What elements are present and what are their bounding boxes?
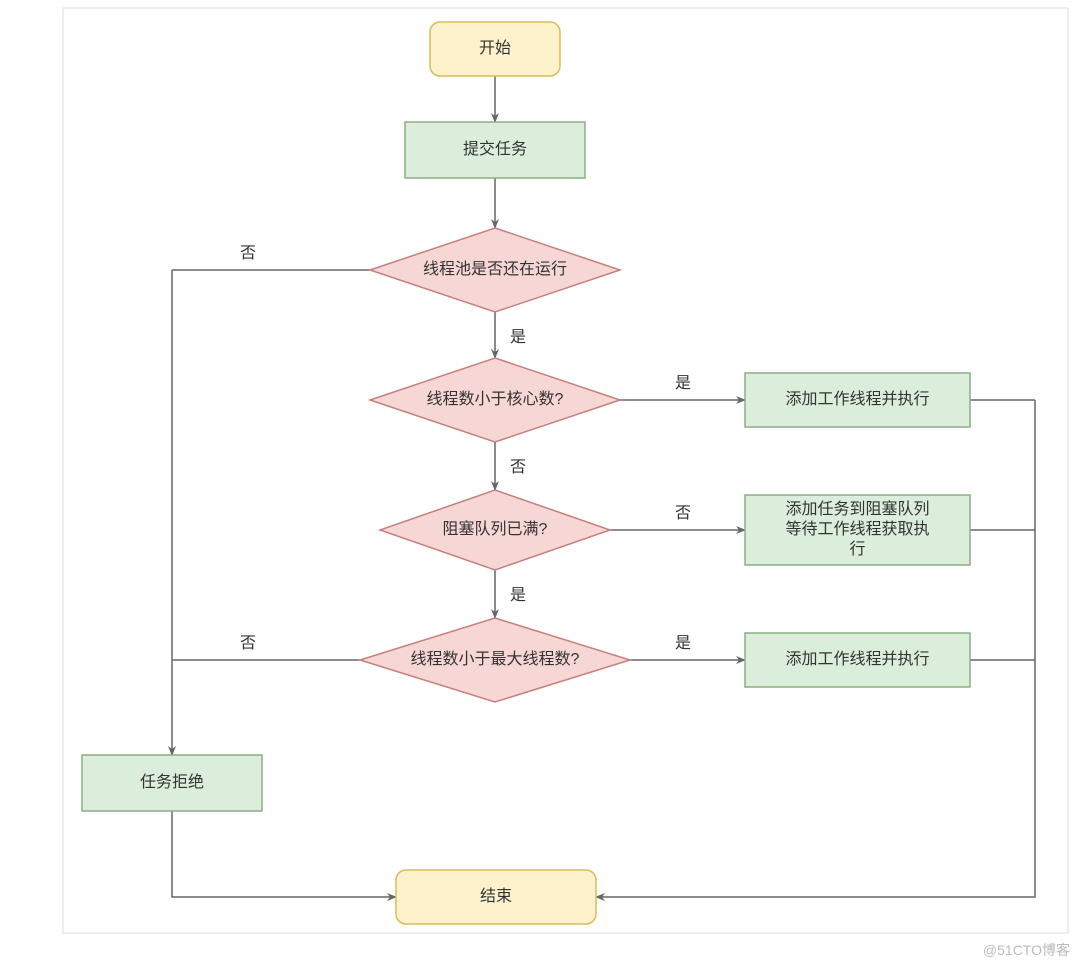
node-label: 线程数小于核心数? (427, 390, 564, 408)
node-label: 添加任务到阻塞队列 (785, 500, 929, 518)
node-submit: 提交任务 (405, 122, 585, 178)
node-running: 线程池是否还在运行 (370, 228, 620, 312)
node-label: 线程数小于最大线程数? (411, 650, 580, 668)
node-label: 任务拒绝 (140, 773, 204, 791)
edge-label: 是 (675, 375, 691, 392)
edge-label: 否 (675, 505, 691, 522)
node-qfull: 阻塞队列已满? (380, 490, 610, 570)
edge (172, 811, 396, 897)
edge-label: 否 (240, 245, 256, 262)
node-label: 线程池是否还在运行 (423, 260, 567, 278)
node-label: 等待工作线程获取执 (785, 520, 929, 538)
flowchart-canvas: 开始提交任务线程池是否还在运行线程数小于核心数? 阻塞队列已满? 线程数小于最大线程… (0, 0, 1080, 965)
node-label: 添加工作线程并执行 (785, 390, 929, 408)
node-label: 行 (849, 540, 865, 558)
node-addexec2: 添加工作线程并执行 (745, 633, 970, 687)
node-ltmax: 线程数小于最大线程数? (360, 618, 630, 702)
node-reject: 任务拒绝 (82, 755, 262, 811)
node-ltcore: 线程数小于核心数? (370, 358, 620, 442)
watermark-text: @51CTO博客 (983, 942, 1070, 958)
node-addqueue: 添加任务到阻塞队列等待工作线程获取执行 (745, 495, 970, 565)
node-label: 结束 (480, 887, 512, 905)
node-addexec1: 添加工作线程并执行 (745, 373, 970, 427)
edge-label: 是 (510, 329, 526, 346)
node-label: 开始 (479, 39, 511, 57)
node-label: 阻塞队列已满? (443, 520, 548, 538)
node-label: 添加工作线程并执行 (785, 650, 929, 668)
edge-label: 是 (675, 635, 691, 652)
edge-label: 是 (510, 587, 526, 604)
edge-label: 否 (510, 459, 526, 476)
node-end: 结束 (396, 870, 596, 924)
node-label: 提交任务 (463, 140, 527, 158)
edge-label: 否 (240, 635, 256, 652)
node-start: 开始 (430, 22, 560, 76)
